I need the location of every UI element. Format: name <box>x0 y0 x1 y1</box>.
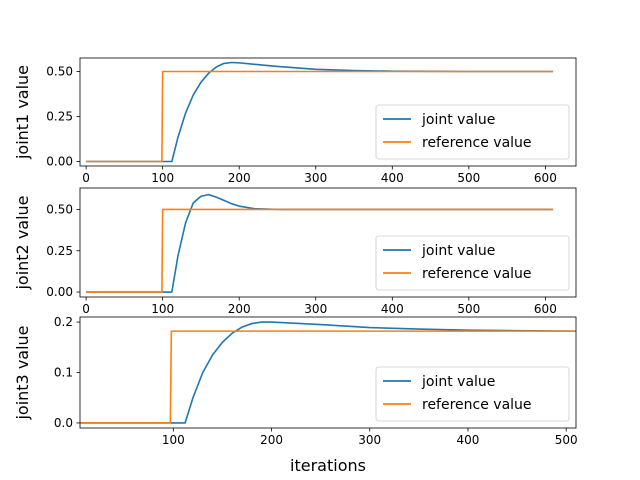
legend-label: joint value <box>421 112 495 128</box>
x-tick-label: 400 <box>381 171 404 185</box>
legend-label: joint value <box>421 243 495 259</box>
legend-box <box>375 104 570 160</box>
x-tick-label: 400 <box>457 433 480 447</box>
legend-label: reference value <box>422 135 532 151</box>
y-tick-label: 0.00 <box>46 285 73 299</box>
legend-box <box>375 366 570 422</box>
x-tick-label: 600 <box>534 171 557 185</box>
legend-label: joint value <box>421 374 495 390</box>
series-line-joint <box>80 321 577 424</box>
series-line-reference <box>86 208 554 293</box>
y-tick-label: 0.25 <box>46 110 73 124</box>
legend-label: reference value <box>422 266 532 282</box>
y-tick-label: 0.0 <box>54 416 73 430</box>
x-tick-label: 200 <box>228 171 251 185</box>
y-tick-label: 0.1 <box>54 366 73 380</box>
subplot-3: 100 200 300 400 500 0.0 0.1 0.2 joint3 value join… <box>13 315 578 447</box>
x-tick-label: 100 <box>151 302 174 316</box>
x-tick-label: 200 <box>228 302 251 316</box>
y-axis-label: joint1 value <box>13 65 32 160</box>
legend-box <box>375 235 570 291</box>
x-tick-label: 300 <box>304 302 327 316</box>
x-tick-label: 400 <box>381 302 404 316</box>
x-tick-label: 500 <box>457 171 480 185</box>
y-tick-label: 0.50 <box>46 65 73 79</box>
y-tick-label: 0.25 <box>46 244 73 258</box>
x-tick-label: 0 <box>82 302 90 316</box>
x-axis-label: iterations <box>290 456 366 475</box>
x-tick-label: 100 <box>151 171 174 185</box>
legend-label: reference value <box>422 397 532 413</box>
x-tick-label: 100 <box>162 433 185 447</box>
x-tick-label: 0 <box>82 171 90 185</box>
y-tick-label: 0.50 <box>46 202 73 216</box>
series-line-reference <box>80 330 576 424</box>
subplot-1: 0 100 200 300 400 500 600 0.00 0.25 0.50 joint1 va… <box>13 57 577 185</box>
y-tick-label: 0.2 <box>54 315 73 329</box>
plot-frame <box>79 187 577 298</box>
plot-frame <box>79 57 577 167</box>
x-tick-label: 500 <box>555 433 578 447</box>
legend: joint value reference value <box>375 104 570 160</box>
series-line-reference <box>86 70 554 163</box>
legend: joint value reference value <box>375 235 570 291</box>
y-tick-label: 0.00 <box>46 155 73 169</box>
legend: joint value reference value <box>375 366 570 422</box>
y-axis-label: joint3 value <box>13 325 32 420</box>
subplot-2: 0 100 200 300 400 500 600 0.00 0.25 0.50 joint2 va… <box>13 187 577 316</box>
y-axis-label: joint2 value <box>13 195 32 290</box>
x-tick-label: 600 <box>534 302 557 316</box>
x-tick-label: 200 <box>260 433 283 447</box>
x-tick-label: 300 <box>358 433 381 447</box>
x-tick-label: 500 <box>457 302 480 316</box>
x-tick-label: 300 <box>304 171 327 185</box>
